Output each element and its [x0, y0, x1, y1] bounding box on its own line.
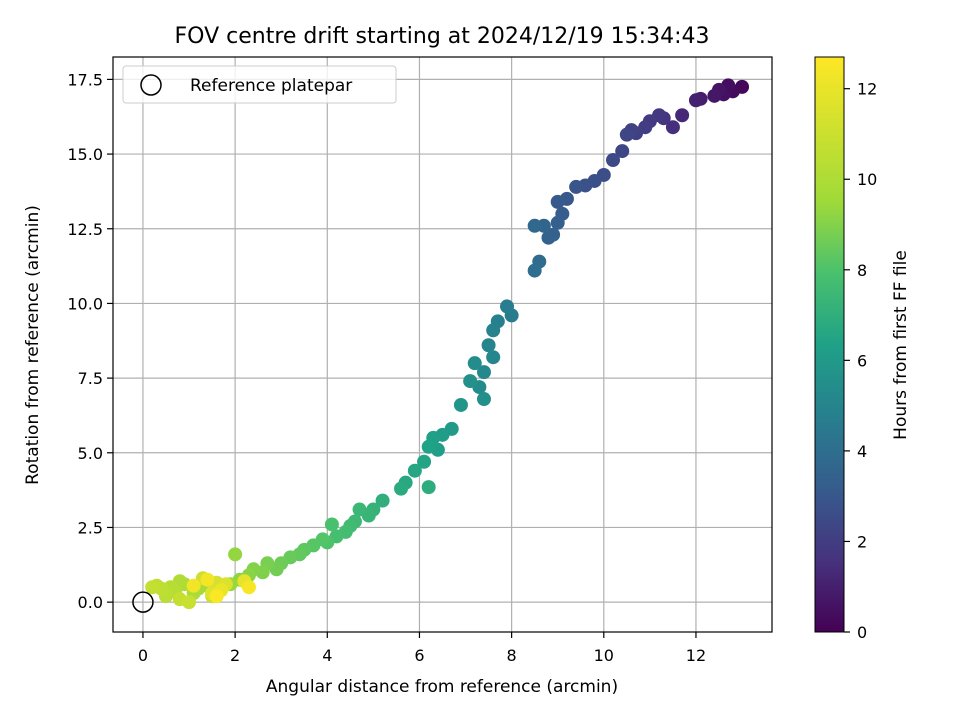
data-point	[500, 299, 515, 314]
x-tick-label: 2	[230, 646, 240, 665]
colorbar-tick-label: 0	[857, 623, 867, 642]
x-tick-label: 10	[594, 646, 614, 665]
colorbar-tick-label: 8	[857, 261, 867, 280]
legend-label: Reference platepar	[190, 76, 352, 96]
data-points	[145, 78, 750, 610]
data-point	[476, 392, 491, 407]
data-point	[707, 88, 722, 103]
x-axis-ticks: 0 2 4 6 8 10 12	[138, 632, 706, 665]
data-point	[665, 120, 680, 135]
data-point	[615, 144, 630, 159]
data-point	[453, 397, 468, 412]
y-tick-label: 7.5	[78, 369, 103, 388]
y-axis-label: Rotation from reference (arcmin)	[23, 205, 43, 485]
plot-frame	[112, 56, 773, 633]
y-axis-ticks: 0.0 2.5 5.0 7.5 10.0 12.5 15.0 17.5	[67, 70, 113, 612]
legend-box	[122, 65, 397, 104]
y-tick-label: 15.0	[67, 145, 103, 164]
legend-marker	[140, 74, 162, 96]
data-point	[228, 547, 243, 562]
data-point	[476, 365, 491, 380]
colorbar-tick-label: 12	[857, 80, 877, 99]
data-point	[407, 463, 422, 478]
x-tick-label: 0	[138, 646, 148, 665]
y-tick-label: 17.5	[67, 70, 103, 89]
data-point	[324, 517, 339, 532]
colorbar-label: Hours from first FF file	[891, 250, 911, 440]
x-axis-label: Angular distance from reference (arcmin)	[266, 677, 618, 697]
data-point	[352, 502, 367, 517]
colorbar-tick-label: 4	[857, 442, 867, 461]
data-point	[541, 230, 556, 245]
data-point	[417, 454, 432, 469]
data-point	[569, 179, 584, 194]
grid	[113, 57, 772, 632]
data-point	[486, 323, 501, 338]
colorbar-ticks: 0 2 4 6 8 10 12	[844, 80, 877, 642]
data-point	[606, 153, 621, 168]
data-point	[394, 481, 409, 496]
data-point	[486, 350, 501, 365]
data-point	[481, 338, 496, 353]
data-point	[550, 215, 565, 230]
data-point	[145, 580, 160, 595]
data-point	[209, 589, 224, 604]
y-tick-label: 2.5	[78, 518, 103, 537]
x-tick-label: 4	[322, 646, 332, 665]
chart-title: FOV centre drift starting at 2024/12/19 …	[175, 24, 710, 49]
x-tick-label: 6	[414, 646, 424, 665]
data-point	[688, 93, 703, 108]
y-tick-label: 12.5	[67, 220, 103, 239]
data-point	[527, 218, 542, 233]
data-point	[200, 572, 215, 587]
y-tick-label: 5.0	[78, 444, 103, 463]
data-point	[675, 108, 690, 123]
data-point	[182, 595, 197, 610]
data-point	[467, 356, 482, 371]
data-point	[550, 194, 565, 209]
data-point	[186, 578, 201, 593]
legend: Reference platepar	[122, 65, 397, 104]
data-point	[527, 263, 542, 278]
colorbar-tick-label: 6	[857, 351, 867, 370]
x-tick-label: 8	[507, 646, 517, 665]
colorbar-tick-label: 10	[857, 170, 877, 189]
reference-marker	[132, 591, 154, 613]
data-point	[421, 439, 436, 454]
colorbar	[814, 56, 845, 633]
data-point	[619, 127, 634, 142]
y-tick-label: 10.0	[67, 294, 103, 313]
x-tick-label: 12	[686, 646, 706, 665]
data-point	[375, 493, 390, 508]
colorbar-tick-label: 2	[857, 532, 867, 551]
y-tick-label: 0.0	[78, 593, 103, 612]
reference-platepar-marker	[132, 591, 154, 613]
data-point	[241, 580, 256, 595]
data-point	[421, 480, 436, 495]
data-point	[463, 374, 478, 389]
